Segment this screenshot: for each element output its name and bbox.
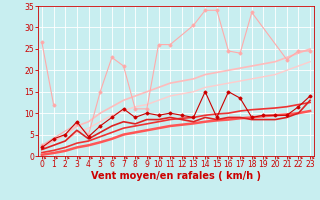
X-axis label: Vent moyen/en rafales ( km/h ): Vent moyen/en rafales ( km/h ) bbox=[91, 171, 261, 181]
